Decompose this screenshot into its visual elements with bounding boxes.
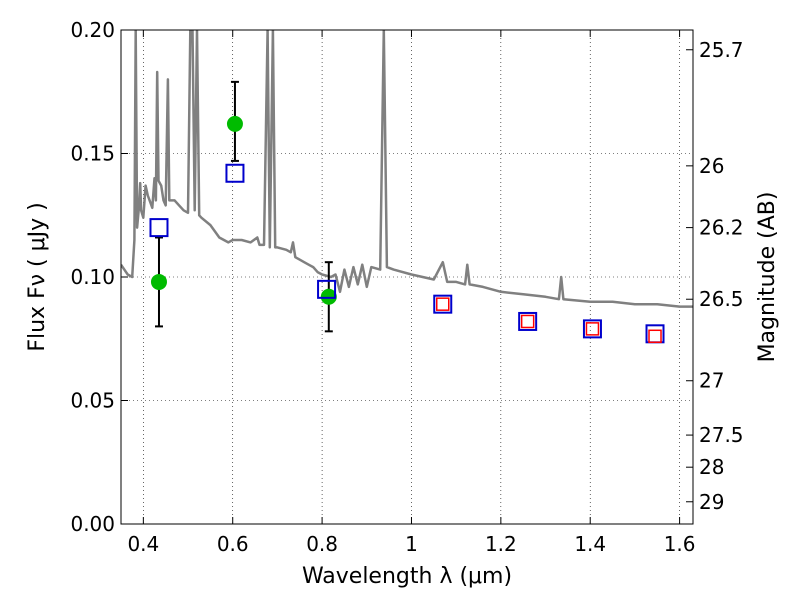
right-tick-label: 26.5 xyxy=(699,287,744,311)
model-point-square xyxy=(225,163,245,183)
x-tick-label: 0.6 xyxy=(217,532,249,556)
y-tick-label: 0.10 xyxy=(70,265,115,289)
right-tick-label: 26 xyxy=(699,154,724,178)
y-tick-label: 0.00 xyxy=(70,512,115,536)
axis-layer: 0.4 0.6 0.8 1 1.2 1.4 1.6 0.00 0.05 0.10 0.15 0.20 2… xyxy=(70,18,743,556)
model-point-square xyxy=(317,279,337,299)
model-spectrum-line xyxy=(121,30,693,308)
observed-point xyxy=(226,115,243,132)
y-axis-label: Flux Fν ( μJy ) xyxy=(25,202,50,351)
right-tick-label: 27 xyxy=(699,369,724,393)
right-axis-label: Magnitude (AB) xyxy=(755,192,780,363)
data-layer xyxy=(121,30,693,344)
model-point-small-square xyxy=(585,322,600,336)
x-tick-label: 1.2 xyxy=(485,532,517,556)
x-axis-label: Wavelength λ (μm) xyxy=(302,564,512,589)
y-tick-label: 0.20 xyxy=(70,18,115,42)
model-point-square xyxy=(433,294,453,314)
model-point-square xyxy=(518,311,538,331)
model-point-small-square xyxy=(648,329,662,344)
y-tick-label: 0.05 xyxy=(70,389,115,413)
x-tick-label: 1.6 xyxy=(664,532,696,556)
model-point-small-square xyxy=(520,314,535,329)
model-point-small-square xyxy=(436,297,450,311)
observed-point xyxy=(150,273,167,290)
grid-layer xyxy=(121,30,693,524)
right-tick-label: 29 xyxy=(699,490,724,514)
x-tick-label: 1.4 xyxy=(574,532,606,556)
observed-point xyxy=(320,288,337,305)
right-tick-label: 26.2 xyxy=(699,216,744,240)
model-point-square xyxy=(149,218,169,238)
plot-frame xyxy=(120,29,694,525)
right-tick-label: 25.7 xyxy=(699,38,744,62)
y-tick-label: 0.15 xyxy=(70,142,115,166)
model-point-square xyxy=(582,319,602,339)
right-tick-label: 27.5 xyxy=(699,423,744,447)
x-tick-label: 0.4 xyxy=(127,532,159,556)
x-tick-label: 1 xyxy=(405,532,418,556)
x-tick-label: 0.8 xyxy=(306,532,338,556)
right-tick-label: 28 xyxy=(699,455,724,479)
